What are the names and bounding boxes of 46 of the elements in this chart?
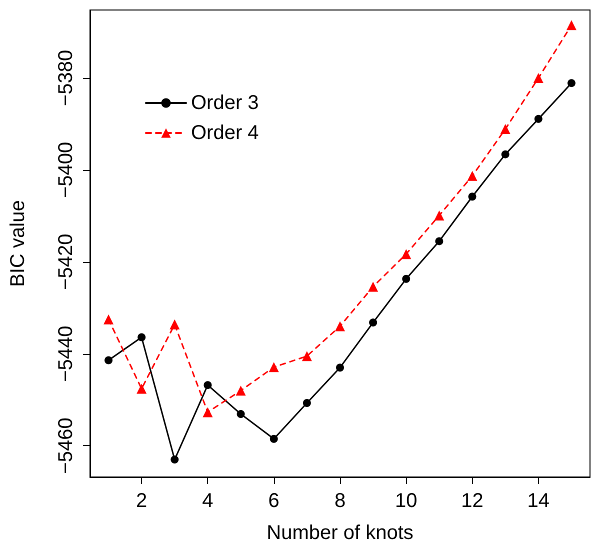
point	[435, 237, 444, 246]
legend-label: Order 4	[191, 122, 259, 144]
x-tick-label: 14	[527, 490, 550, 512]
y-tick-label: −5400	[55, 142, 77, 198]
point	[268, 362, 279, 372]
point	[302, 399, 311, 407]
point	[501, 150, 510, 158]
point	[270, 434, 278, 443]
point	[402, 274, 410, 283]
y-tick-label: −5460	[55, 418, 77, 474]
point	[401, 249, 412, 260]
point	[368, 282, 378, 292]
point	[335, 321, 345, 332]
point	[236, 410, 245, 418]
point	[138, 333, 146, 342]
y-axis-title: BIC value	[7, 200, 29, 287]
legend-label: Order 3	[191, 92, 259, 114]
x-tick-label: 4	[202, 490, 214, 512]
x-tick-label: 8	[334, 490, 346, 512]
point	[567, 79, 576, 88]
point	[468, 192, 476, 201]
point	[434, 210, 444, 220]
x-tick-label: 12	[461, 490, 484, 512]
point	[204, 381, 212, 390]
point	[467, 170, 478, 181]
point	[336, 364, 344, 372]
point	[202, 407, 213, 418]
point	[104, 356, 113, 364]
point	[566, 20, 576, 30]
y-tick-label: −5380	[55, 50, 77, 106]
point	[236, 386, 246, 396]
point	[302, 351, 312, 362]
point	[104, 314, 114, 324]
y-tick-label: −5420	[55, 234, 77, 290]
point	[369, 318, 378, 327]
x-axis-title: Number of knots	[266, 522, 414, 544]
x-tick-label: 6	[268, 490, 280, 512]
point	[533, 73, 544, 84]
x-tick-label: 2	[136, 490, 148, 512]
point	[534, 114, 542, 123]
y-tick-label: −5440	[55, 326, 77, 382]
point	[170, 319, 180, 330]
point	[500, 124, 510, 134]
x-tick-label: 10	[395, 490, 418, 512]
point	[136, 384, 147, 394]
point	[170, 456, 179, 464]
